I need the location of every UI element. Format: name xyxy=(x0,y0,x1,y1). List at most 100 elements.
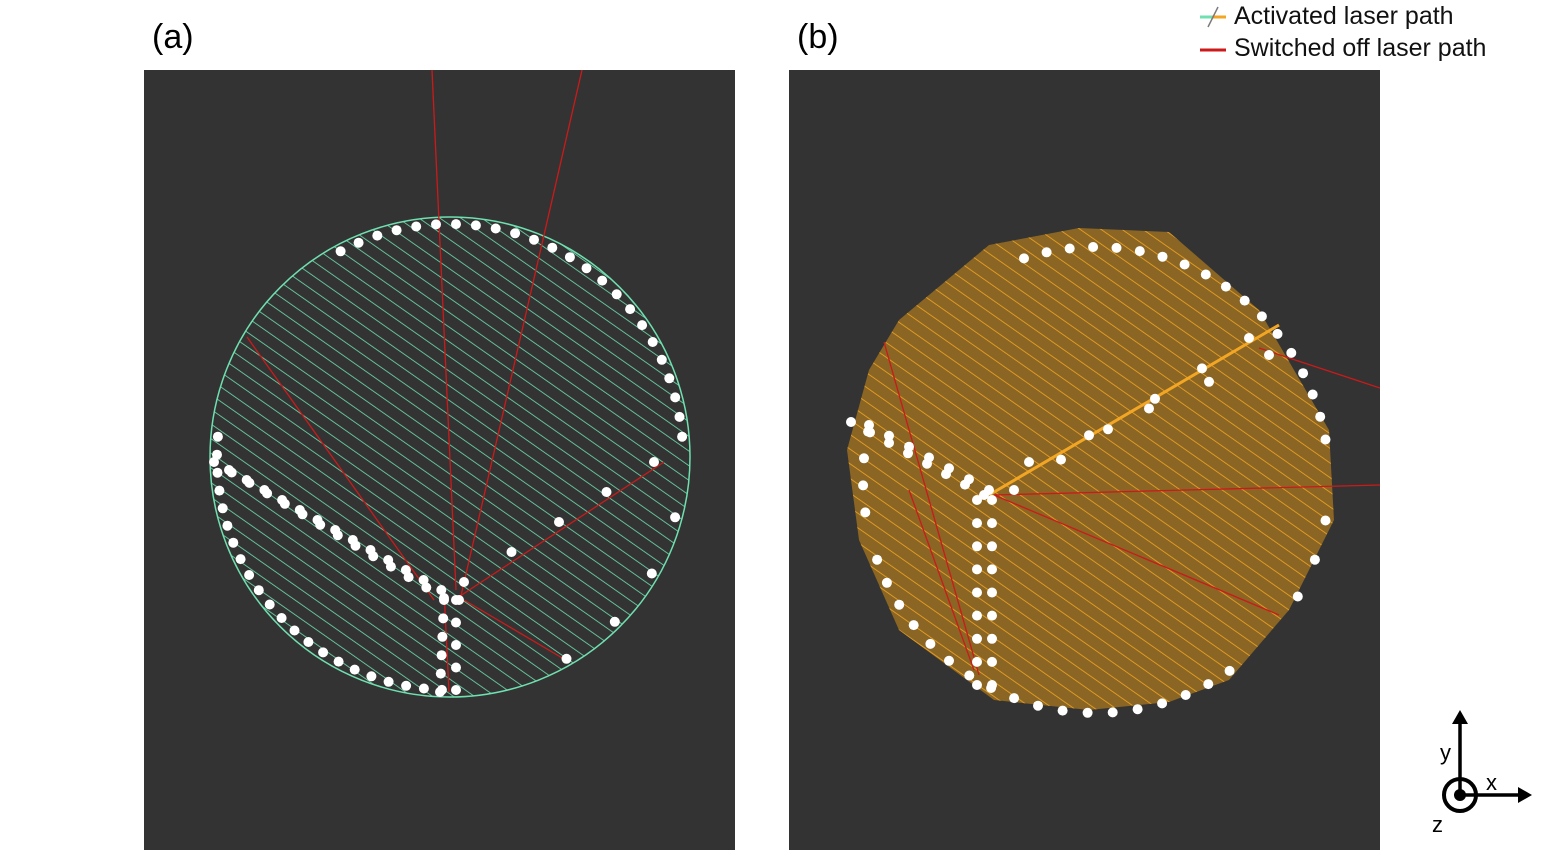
node-dot xyxy=(972,564,982,575)
node-dot xyxy=(884,430,894,441)
node-dot xyxy=(510,228,521,239)
node-dot xyxy=(987,680,997,690)
node-dot xyxy=(677,431,688,442)
node-dot xyxy=(228,537,239,548)
node-dot xyxy=(1179,259,1190,270)
z-axis-label: z xyxy=(1432,812,1443,837)
node-dot xyxy=(1082,707,1093,718)
panel-a xyxy=(144,70,735,850)
node-dot xyxy=(1256,311,1267,322)
node-dot xyxy=(637,320,648,331)
node-dot xyxy=(670,512,681,523)
node-dot xyxy=(581,263,592,274)
legend-switched-off-label: Switched off laser path xyxy=(1234,34,1487,62)
node-dot xyxy=(1064,243,1075,254)
activated-hatch-region xyxy=(847,228,1334,710)
activated-boundary xyxy=(209,216,691,698)
z-axis-dot xyxy=(1454,789,1466,801)
dots-b xyxy=(846,242,1331,718)
node-dot xyxy=(1103,424,1113,435)
panel-b xyxy=(789,70,1380,850)
node-dot xyxy=(647,337,658,347)
node-dot xyxy=(383,676,394,687)
activated-swatch-icon xyxy=(1200,6,1226,28)
node-dot xyxy=(846,417,856,427)
node-dot xyxy=(391,225,402,236)
node-dot xyxy=(1134,246,1145,257)
node-dot xyxy=(418,575,429,585)
node-dot xyxy=(987,564,997,575)
node-dot xyxy=(1132,704,1143,715)
node-dot xyxy=(235,554,246,565)
node-dot xyxy=(601,487,612,497)
node-dot xyxy=(217,503,228,514)
node-dot xyxy=(451,219,461,230)
node-dot xyxy=(209,457,219,467)
panel-b-drawing xyxy=(846,228,1380,718)
node-dot xyxy=(1084,430,1094,441)
node-dot xyxy=(646,568,657,579)
dots-a xyxy=(209,219,688,697)
node-dot xyxy=(1286,347,1297,358)
node-dot xyxy=(908,620,919,631)
node-dot xyxy=(674,411,685,422)
node-dot xyxy=(1107,707,1118,718)
switched-off-swatch-icon xyxy=(1200,48,1226,52)
node-dot xyxy=(547,242,558,253)
node-dot xyxy=(904,441,914,452)
panel-b-label: (b) xyxy=(797,18,839,56)
node-dot xyxy=(276,613,287,623)
node-dot xyxy=(289,625,300,636)
node-dot xyxy=(944,463,954,474)
node-dot xyxy=(1088,242,1099,252)
node-dot xyxy=(303,637,314,647)
node-dot xyxy=(609,616,620,627)
switched-off-paths xyxy=(246,70,665,693)
node-dot xyxy=(1057,705,1068,716)
node-dot xyxy=(987,518,997,529)
node-dot xyxy=(1204,376,1214,387)
node-dot xyxy=(490,223,501,234)
node-dot xyxy=(1220,281,1231,292)
x-axis-arrowhead xyxy=(1518,787,1532,803)
node-dot xyxy=(987,541,997,552)
node-dot xyxy=(987,633,997,644)
node-dot xyxy=(277,495,288,505)
node-dot xyxy=(451,685,461,695)
node-dot xyxy=(972,633,982,644)
node-dot xyxy=(670,392,681,403)
node-dot xyxy=(400,565,411,575)
node-dot xyxy=(864,420,874,430)
node-dot xyxy=(421,582,432,593)
node-dot xyxy=(372,230,383,241)
node-dot xyxy=(365,545,376,555)
legend-activated-label: Activated laser path xyxy=(1234,2,1454,30)
y-axis-arrowhead xyxy=(1452,710,1468,724)
node-dot xyxy=(1111,242,1122,253)
node-dot xyxy=(1019,253,1029,264)
node-dot xyxy=(253,585,264,596)
node-dot xyxy=(347,535,358,545)
node-dot xyxy=(436,585,447,595)
coordinate-axes: y x z xyxy=(1432,710,1532,837)
node-dot xyxy=(212,467,223,478)
node-dot xyxy=(925,638,936,649)
node-dot xyxy=(987,587,997,598)
node-dot xyxy=(1157,698,1168,709)
node-dot xyxy=(244,570,255,580)
node-dot xyxy=(224,465,234,475)
node-dot xyxy=(1244,333,1254,343)
node-dot xyxy=(964,474,974,485)
node-dot xyxy=(649,457,659,467)
node-dot xyxy=(411,221,422,232)
node-dot xyxy=(564,252,575,263)
node-dot xyxy=(1203,679,1214,690)
node-dot xyxy=(259,485,270,495)
node-dot xyxy=(625,304,636,315)
node-dot xyxy=(1272,328,1283,339)
node-dot xyxy=(318,647,329,658)
node-dot xyxy=(431,219,441,230)
node-dot xyxy=(924,452,934,463)
node-dot xyxy=(294,505,305,515)
node-dot xyxy=(1197,363,1207,374)
